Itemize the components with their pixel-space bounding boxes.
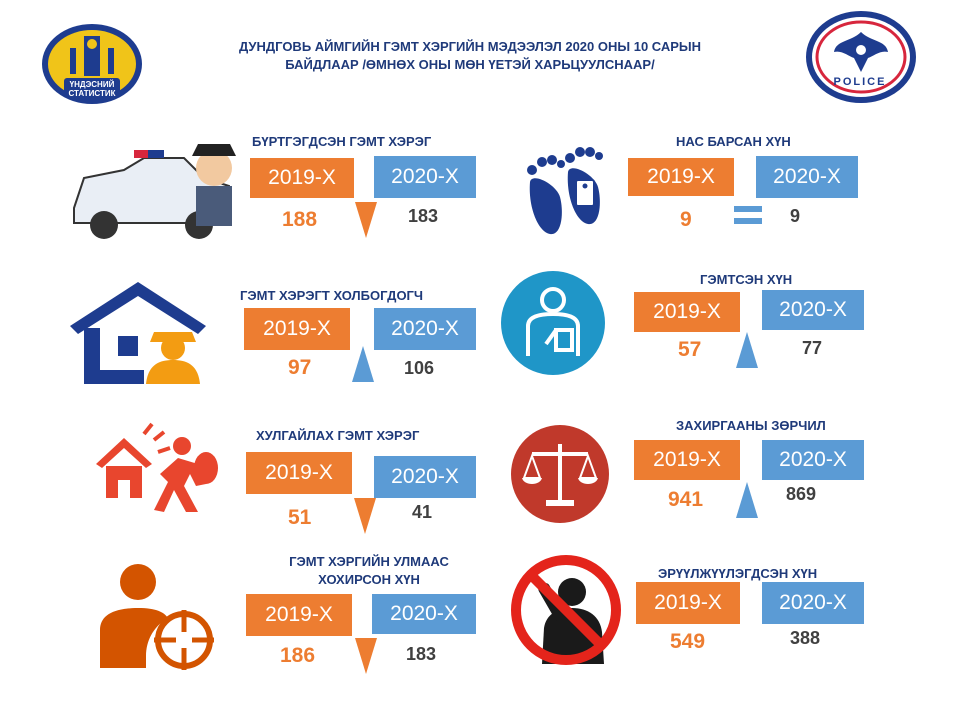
- year-2020-box: 2020-Х: [762, 440, 864, 480]
- tile-label-registered-crimes: БҮРТГЭГДСЭН ГЭМТ ХЭРЭГ: [252, 134, 432, 149]
- value-2020: 869: [786, 484, 817, 504]
- trend-up-arrow: [352, 346, 374, 387]
- injured-person-icon: [500, 270, 606, 376]
- value-2019: 9: [680, 208, 692, 231]
- tile-label-victims-line1: ГЭМТ ХЭРГИЙН УЛМААС: [289, 554, 449, 569]
- statistics-logo-text: ҮНДЭСНИЙ СТАТИСТИК: [68, 80, 116, 98]
- tile-label-admin-violations: ЗАХИРГААНЫ ЗӨРЧИЛ: [676, 418, 826, 433]
- year-2020-box: 2020-Х: [374, 156, 476, 198]
- value-2020: 9: [790, 206, 801, 226]
- footprints-icon: [520, 142, 610, 238]
- tile-label-injured: ГЭМТСЭН ХҮН: [700, 272, 793, 287]
- year-2019-box: 2019-Х: [636, 582, 740, 624]
- value-2020: 183: [408, 206, 439, 226]
- police-logo: [806, 11, 916, 103]
- year-2019-box: 2019-Х: [246, 594, 352, 636]
- year-2019-box: 2019-Х: [634, 292, 740, 332]
- year-2019-box: 2019-Х: [250, 158, 354, 198]
- value-2019: 186: [280, 644, 316, 667]
- tile-label-suspects: ГЭМТ ХЭРЭГТ ХОЛБОГДОГЧ: [240, 288, 424, 303]
- trend-down-arrow: [355, 202, 377, 243]
- police-logo-text: POLICE: [833, 76, 887, 88]
- value-2019: 188: [282, 208, 318, 231]
- scales-icon: [510, 424, 610, 524]
- trend-equal-sign: [734, 206, 762, 231]
- page-title: ДУНДГОВЬ АЙМГИЙН ГЭМТ ХЭРГИЙН МЭДЭЭЛЭЛ 2…: [140, 38, 800, 74]
- value-2019: 941: [668, 488, 704, 511]
- trend-down-arrow: [355, 638, 377, 679]
- year-2020-box: 2020-Х: [374, 456, 476, 498]
- year-2020-box: 2020-Х: [762, 290, 864, 330]
- value-2020: 106: [404, 358, 435, 378]
- police-car-icon: [64, 128, 236, 248]
- year-2019-box: 2019-Х: [634, 440, 740, 480]
- value-2020: 388: [790, 628, 821, 648]
- statistics-logo: [40, 22, 144, 106]
- tile-label-theft: ХУЛГАЙЛАХ ГЭМТ ХЭРЭГ: [256, 428, 420, 443]
- value-2019: 51: [288, 506, 312, 529]
- burglar-icon: [94, 422, 220, 514]
- year-2020-box: 2020-Х: [762, 582, 864, 624]
- page-title-line1: ДУНДГОВЬ АЙМГИЙН ГЭМТ ХЭРГИЙН МЭДЭЭЛЭЛ 2…: [238, 39, 702, 54]
- year-2019-box: 2019-Х: [244, 308, 350, 350]
- value-2020: 41: [412, 502, 433, 522]
- tile-label-sobered: ЭРҮҮЛЖҮҮЛЭГДСЭН ХҮН: [658, 566, 818, 581]
- page-title-line2: БАЙДЛААР /ӨМНӨХ ОНЫ МӨН ҮЕТЭЙ ХАРЬЦУУЛСН…: [285, 57, 655, 72]
- victim-target-icon: [98, 560, 216, 670]
- year-2020-box: 2020-Х: [756, 156, 858, 198]
- year-2019-box: 2019-Х: [246, 452, 352, 494]
- value-2019: 57: [678, 338, 702, 361]
- value-2019: 97: [288, 356, 312, 379]
- value-2019: 549: [670, 630, 706, 653]
- no-drinking-icon: [508, 552, 624, 668]
- year-2019-box: 2019-Х: [628, 158, 734, 196]
- house-suspect-icon: [60, 282, 216, 386]
- year-2020-box: 2020-Х: [372, 594, 476, 634]
- tile-label-victims-line2: ХОХИРСОН ХҮН: [318, 572, 420, 587]
- tile-label-deaths: НАС БАРСАН ХҮН: [676, 134, 791, 149]
- trend-up-arrow: [736, 332, 758, 373]
- value-2020: 183: [406, 644, 437, 664]
- tile-label-victims: ГЭМТ ХЭРГИЙН УЛМААС ХОХИРСОН ХҮН: [254, 553, 484, 589]
- trend-down-arrow: [354, 498, 376, 539]
- value-2020: 77: [802, 338, 823, 358]
- trend-up-arrow: [736, 482, 758, 523]
- year-2020-box: 2020-Х: [374, 308, 476, 350]
